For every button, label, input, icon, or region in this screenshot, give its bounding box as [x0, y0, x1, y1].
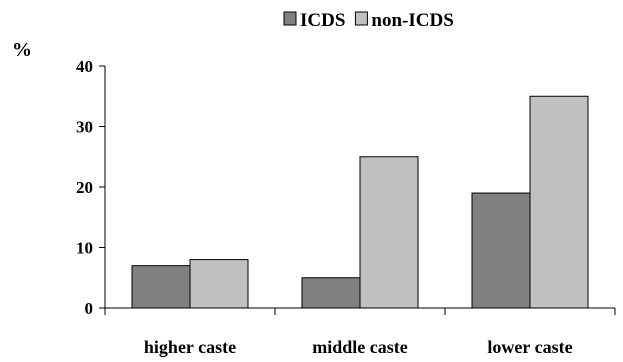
- x-category-label: middle caste: [312, 337, 407, 357]
- x-axis: higher caste middle caste lower caste: [104, 307, 616, 357]
- y-axis-unit-label: %: [12, 39, 32, 61]
- bar-non-icds-higher-caste: [189, 259, 249, 309]
- y-tick-label: 20: [76, 178, 93, 197]
- y-tick-label: 40: [76, 57, 93, 76]
- legend-label-icds: ICDS: [300, 10, 345, 31]
- legend-label-non-icds: non-ICDS: [371, 10, 453, 31]
- legend-swatch-non-icds: [354, 11, 368, 26]
- x-category-label: lower caste: [487, 337, 572, 357]
- x-category-label: higher caste: [144, 337, 236, 357]
- bar-icds-middle-caste: [301, 277, 361, 309]
- bars: [131, 95, 589, 309]
- legend: ICDS non-ICDS: [283, 10, 454, 31]
- bar-icds-higher-caste: [131, 265, 191, 309]
- y-tick-label: 30: [76, 118, 93, 137]
- legend-swatch-icds: [283, 11, 297, 26]
- bar-non-icds-lower-caste: [529, 95, 589, 309]
- y-tick-label: 0: [85, 299, 94, 318]
- y-axis: 0 10 20 30 40: [76, 57, 106, 318]
- bar-icds-lower-caste: [471, 192, 531, 309]
- bar-non-icds-middle-caste: [359, 156, 419, 309]
- y-tick-label: 10: [76, 239, 93, 258]
